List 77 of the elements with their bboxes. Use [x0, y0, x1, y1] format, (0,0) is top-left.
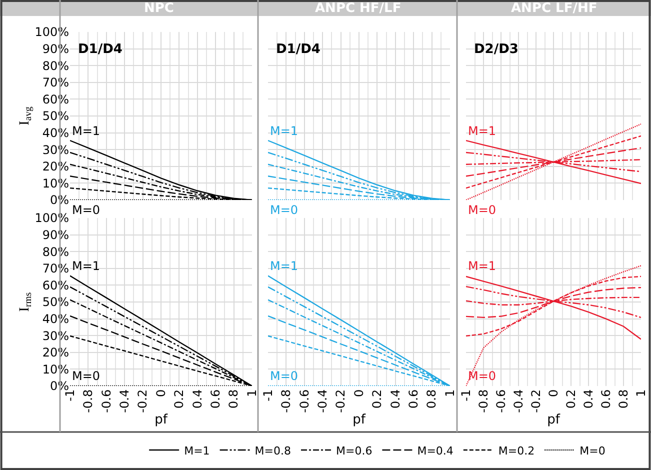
y-tick-label: 20% [42, 346, 69, 360]
x-tick-label: 1 [442, 389, 457, 398]
y-tick-label: 10% [42, 362, 69, 376]
x-tick-label: -1 [260, 389, 275, 402]
y-tick-label: 80% [42, 58, 69, 73]
legend-label: M=0.6 [336, 444, 372, 458]
x-tick-label: -0.8 [279, 389, 294, 413]
annotation: D2/D3 [474, 42, 518, 57]
y-tick-label: 100% [34, 25, 69, 40]
legend-label: M=1 [184, 444, 210, 458]
y-tick-label: 30% [42, 142, 69, 157]
annotation: M=0 [270, 369, 298, 383]
annotation: M=0 [72, 369, 100, 383]
y-tick-label: 0% [50, 193, 69, 208]
x-tick-label: -0.2 [334, 389, 348, 413]
x-tick-label: -0.4 [316, 389, 330, 413]
x-tick-label: -0.4 [511, 389, 526, 413]
y-tick-label: 40% [42, 126, 69, 140]
x-tick-label: 0 [352, 389, 366, 398]
y-tick-label: 50% [42, 109, 69, 124]
y-tick-label: 50% [42, 295, 69, 310]
x-tick-label: 0.8 [226, 389, 241, 408]
x-tick-label: 0.8 [424, 389, 439, 408]
annotation: M=0 [468, 369, 496, 383]
y-tick-label: 80% [42, 244, 69, 259]
text: M=0 [468, 203, 496, 217]
x-tick-label: 1 [634, 389, 648, 398]
annotation: M=1 [468, 124, 496, 138]
x-tick-label: 0.6 [598, 389, 613, 408]
annotation: M=1 [72, 259, 100, 273]
x-tick-label: -0.4 [118, 389, 132, 413]
annotation: D1/D4 [276, 42, 320, 57]
x-axis-title: pf [154, 412, 168, 428]
annotation: M=1 [270, 259, 298, 273]
text: M=0 [72, 203, 100, 217]
x-tick-label: -0.6 [494, 389, 508, 413]
y-tick-label: 70% [42, 76, 69, 90]
x-tick-label: 0.4 [388, 389, 402, 408]
y-tick-label: 30% [42, 328, 69, 343]
y-tick-label: 40% [42, 312, 69, 326]
y-tick-label: 90% [42, 42, 69, 56]
annotation: M=1 [468, 259, 496, 273]
x-tick-label: 1 [244, 389, 259, 398]
x-tick-label: 0.4 [190, 389, 204, 408]
x-tick-label: 0.2 [172, 389, 186, 408]
legend-label: M=0.8 [254, 444, 291, 458]
x-tick-label: -0.6 [99, 389, 114, 413]
y-tick-label: 90% [42, 228, 69, 242]
x-tick-label: 0 [154, 389, 168, 398]
x-tick-label: 0 [546, 389, 560, 398]
legend-label: M=0.2 [498, 444, 535, 458]
annotation: M=1 [270, 124, 298, 138]
x-tick-label: 0.4 [581, 389, 596, 408]
x-tick-label: 0.6 [208, 389, 222, 408]
x-tick-label: -1 [458, 389, 473, 402]
x-axis-title: pf [547, 412, 560, 428]
annotation: D1/D4 [78, 42, 122, 57]
y-tick-label: 70% [42, 262, 69, 276]
x-tick-label: 0.8 [616, 389, 630, 408]
x-tick-label: -0.8 [476, 389, 490, 413]
x-tick-label: -0.2 [528, 389, 543, 413]
legend-label: M=0 [580, 444, 606, 458]
y-tick-label: 10% [42, 176, 69, 190]
y-tick-label: 100% [34, 211, 69, 226]
x-tick-label: -0.6 [297, 389, 312, 413]
annotation: M=1 [72, 124, 100, 138]
y-tick-label: 60% [42, 92, 69, 106]
x-tick-label: 0.2 [564, 389, 578, 408]
y-tick-label: 60% [42, 278, 69, 292]
legend-label: M=0.4 [417, 444, 454, 458]
y-tick-label: 20% [42, 160, 69, 174]
x-tick-label: 0.6 [406, 389, 420, 408]
text: M=0 [270, 203, 298, 217]
x-tick-label: -0.8 [81, 389, 96, 413]
x-axis-title: pf [352, 412, 366, 428]
x-tick-label: 0.2 [370, 389, 384, 408]
x-tick-label: -0.2 [136, 389, 150, 413]
